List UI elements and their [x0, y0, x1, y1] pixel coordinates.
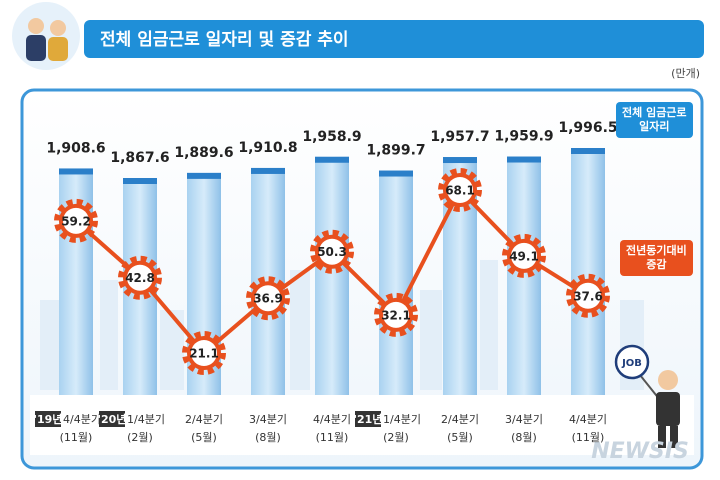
gear-center [447, 177, 473, 203]
title: 전체 임금근로 일자리 및 증감 추이 [100, 29, 349, 50]
gear-teeth [54, 198, 98, 243]
x-tick-sublabel: (8월) [255, 431, 281, 444]
watermark: NEWSIS [591, 439, 689, 464]
bar-cap [507, 156, 541, 163]
line-value-label: 59.2 [61, 214, 91, 228]
x-tick-label: 1/4분기 [127, 413, 165, 426]
bar-cap [59, 168, 93, 175]
bar-value-label: 1,867.6 [110, 150, 169, 166]
line-value-label: 68.1 [445, 184, 475, 198]
bar-value-label: 1,957.7 [430, 129, 489, 145]
gear-teeth [502, 233, 546, 278]
bar-value-label: 1,908.6 [46, 140, 105, 156]
bar-cap [187, 172, 221, 179]
bar [571, 148, 605, 395]
x-tick-label: 3/4분기 [249, 413, 287, 426]
gear-teeth [374, 292, 418, 337]
x-tick-sublabel: (5월) [447, 431, 473, 444]
bar-cap [571, 148, 605, 154]
bar-value-label: 1,899.7 [366, 143, 425, 159]
gear-center [511, 242, 537, 269]
bar-value-label: 1,958.9 [302, 129, 361, 145]
gear-center [191, 340, 217, 366]
line-value-label: 42.8 [125, 271, 155, 285]
gear-teeth [182, 331, 226, 375]
gear-center [383, 301, 409, 328]
legend-line: 전년동기대비 증감 [620, 240, 693, 276]
line-value-label: 50.3 [317, 245, 347, 259]
bar-cap [315, 156, 349, 163]
x-tick-sublabel: (11월) [316, 431, 349, 444]
x-tick-label: 4/4분기 [63, 413, 101, 426]
bar-cap [123, 178, 157, 184]
line-value-label: 37.6 [573, 289, 603, 303]
bar-cap [379, 170, 413, 177]
bar [59, 168, 93, 395]
x-tick-sublabel: (2월) [383, 431, 409, 444]
gear-center [319, 238, 345, 265]
x-tick-label: 4/4분기 [569, 413, 607, 426]
title-bar [84, 20, 704, 58]
bar [315, 156, 349, 395]
line-value-label: 32.1 [381, 308, 411, 322]
x-tick-label: 1/4분기 [383, 413, 421, 426]
bar [379, 170, 413, 395]
gear-teeth [566, 273, 610, 318]
year-tag: '19년 [34, 412, 63, 426]
x-tick-sublabel: (2월) [127, 431, 153, 444]
bar-cap [251, 167, 285, 174]
bar-cap [443, 157, 477, 164]
job-sign: JOB [621, 358, 642, 369]
year-tag-box [355, 411, 381, 427]
x-tick-label: 2/4분기 [185, 413, 223, 426]
x-tick-sublabel: (8월) [511, 431, 537, 444]
gear-center [63, 207, 89, 234]
legend-bar: 전체 임금근로 일자리 [616, 102, 693, 138]
person: JOB [614, 344, 680, 448]
year-tag: '20년 [98, 412, 127, 426]
year-tag-box [99, 411, 125, 427]
gear-center [255, 285, 281, 312]
unit: (만개) [671, 67, 700, 80]
bar-value-label: 1,910.8 [238, 140, 297, 156]
x-tick-sublabel: (5월) [191, 431, 217, 444]
gear-teeth [246, 276, 290, 321]
x-tick-label: 3/4분기 [505, 413, 543, 426]
line-value-label: 21.1 [189, 347, 219, 361]
line-value-label: 49.1 [509, 249, 539, 263]
x-tick-sublabel: (11월) [572, 431, 605, 444]
gear-center [575, 282, 601, 309]
header-icon [12, 2, 80, 70]
bar [507, 156, 541, 395]
bar-value-label: 1,996.5 [558, 120, 617, 136]
x-tick-label: 2/4분기 [441, 413, 479, 426]
gear-center [127, 264, 153, 291]
line-value-label: 36.9 [253, 292, 283, 306]
gear-teeth [118, 255, 162, 300]
x-tick-sublabel: (11월) [60, 431, 93, 444]
year-tag: '21년 [354, 412, 383, 426]
bar-value-label: 1,889.6 [174, 145, 233, 161]
x-tick-label: 4/4분기 [313, 413, 351, 426]
year-tag-box [35, 411, 61, 427]
gear-teeth [438, 168, 482, 212]
bar-value-label: 1,959.9 [494, 129, 553, 145]
